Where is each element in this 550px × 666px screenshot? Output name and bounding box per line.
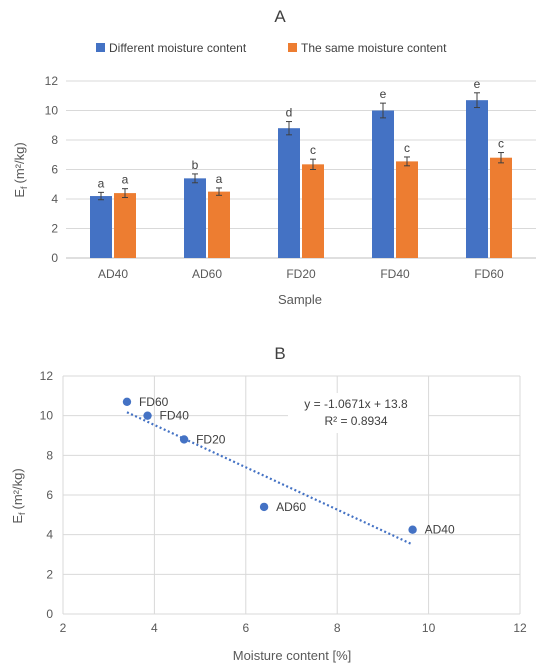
significance-label: c [310, 143, 316, 157]
significance-label: b [192, 158, 199, 172]
scatter-point-label: AD60 [276, 500, 306, 514]
bar-same-fd20 [302, 164, 324, 258]
bar-different-fd60 [466, 100, 488, 258]
chart-a-ylabel-main: E [12, 189, 27, 198]
bar-same-ad40 [114, 193, 136, 258]
bar-different-fd20 [278, 128, 300, 258]
significance-label: d [286, 106, 293, 120]
legend-label-different: Different moisture content [109, 41, 247, 55]
chart-b-equation: y = -1.0671x + 13.8 [304, 397, 408, 411]
chart-a-ylabel-unit: (m²/kg) [12, 142, 27, 183]
chart-a-y-ticks: 0 2 4 6 8 10 12 [45, 74, 59, 265]
chart-a-y-tick-label: 6 [51, 163, 58, 177]
legend-label-same: The same moisture content [301, 41, 447, 55]
chart-a-legend: Different moisture content The same mois… [96, 41, 447, 55]
chart-b-x-tick-label: 2 [60, 621, 67, 635]
chart-b-y-tick-label: 8 [46, 448, 53, 462]
svg-text:Ef(m²/kg): Ef (m²/kg) [10, 468, 27, 523]
significance-label: e [474, 77, 481, 91]
chart-a-y-tick-label: 4 [51, 192, 58, 206]
significance-label: a [216, 172, 223, 186]
chart-b-y-ticks: 0 2 4 6 8 10 12 [40, 369, 54, 621]
chart-b-x-ticks: 2 4 6 8 10 12 [60, 621, 527, 635]
svg-text:Ef(m²/kg): Ef (m²/kg) [12, 142, 29, 197]
chart-b-ylabel-sub: f [17, 512, 27, 515]
chart-a-y-tick-label: 12 [45, 74, 59, 88]
chart-b-y-tick-label: 2 [46, 567, 53, 581]
scatter-point-ad40 [408, 525, 417, 534]
chart-b-x-tick-label: 10 [422, 621, 436, 635]
chart-b-x-tick-label: 8 [334, 621, 341, 635]
chart-b-trendline [126, 411, 414, 546]
chart-b-ylabel-main: E [10, 515, 25, 524]
chart-a-x-ticks: AD40 AD60 FD20 FD40 FD60 [98, 267, 504, 281]
chart-b-y-tick-label: 6 [46, 488, 53, 502]
significance-label: c [498, 137, 504, 151]
chart-b-title: B [274, 344, 285, 363]
chart-b-equation-box [288, 393, 428, 433]
chart-a-x-tick-label: AD40 [98, 267, 128, 281]
scatter-point-label: FD20 [196, 432, 226, 446]
chart-a-y-tick-label: 0 [51, 251, 58, 265]
chart-a-x-tick-label: AD60 [192, 267, 222, 281]
chart-b-r2: R² = 0.8934 [324, 414, 387, 428]
legend-swatch-different [96, 43, 105, 52]
bar-same-fd60 [490, 157, 512, 258]
bar-different-fd40 [372, 110, 394, 258]
scatter-point-ad60 [259, 502, 269, 512]
chart-b-y-tick-label: 4 [46, 528, 53, 542]
scatter-point-label: FD40 [160, 409, 190, 423]
scatter-point-label: FD60 [139, 395, 169, 409]
chart-a-gridlines [66, 80, 536, 229]
significance-label: c [404, 141, 410, 155]
chart-a-ylabel-sub: f [19, 186, 29, 189]
bar-different-ad60 [184, 178, 206, 258]
scatter-point-fd40 [143, 411, 152, 420]
chart-a-title: A [274, 7, 286, 26]
chart-b-gridlines [62, 375, 521, 615]
bar-different-ad40 [90, 196, 112, 258]
scatter-point-fd20 [179, 435, 189, 444]
chart-a: A Different moisture content The same mo… [12, 7, 536, 307]
significance-label: e [380, 87, 387, 101]
chart-a-y-axis-title: Ef (m²/kg) [12, 142, 29, 197]
chart-a-bars: a a b a d c e c e c [90, 77, 512, 258]
chart-b-x-tick-label: 12 [513, 621, 527, 635]
chart-b-y-tick-label: 12 [40, 369, 54, 383]
significance-label: a [98, 176, 105, 190]
chart-a-y-tick-label: 10 [45, 104, 59, 118]
chart-a-x-tick-label: FD40 [380, 267, 410, 281]
significance-label: a [122, 173, 129, 187]
bar-same-fd40 [396, 161, 418, 258]
chart-a-x-axis-title: Sample [278, 292, 322, 307]
scatter-point-fd60 [122, 397, 132, 406]
chart-a-y-tick-label: 8 [51, 133, 58, 147]
bar-same-ad60 [208, 191, 230, 258]
chart-b-x-tick-label: 4 [151, 621, 158, 635]
chart-a-x-tick-label: FD60 [474, 267, 504, 281]
chart-b-ylabel-unit: (m²/kg) [10, 468, 25, 509]
scatter-point-label: AD40 [425, 523, 455, 537]
legend-swatch-same [288, 43, 297, 52]
chart-b-x-tick-label: 6 [242, 621, 249, 635]
chart-b-x-axis-title: Moisture content [%] [233, 648, 352, 663]
chart-a-y-tick-label: 2 [51, 222, 58, 236]
chart-b-y-tick-label: 10 [40, 409, 54, 423]
chart-b-y-axis-title: Ef (m²/kg) [10, 468, 27, 523]
chart-a-x-tick-label: FD20 [286, 267, 316, 281]
chart-b-y-tick-label: 0 [46, 607, 53, 621]
